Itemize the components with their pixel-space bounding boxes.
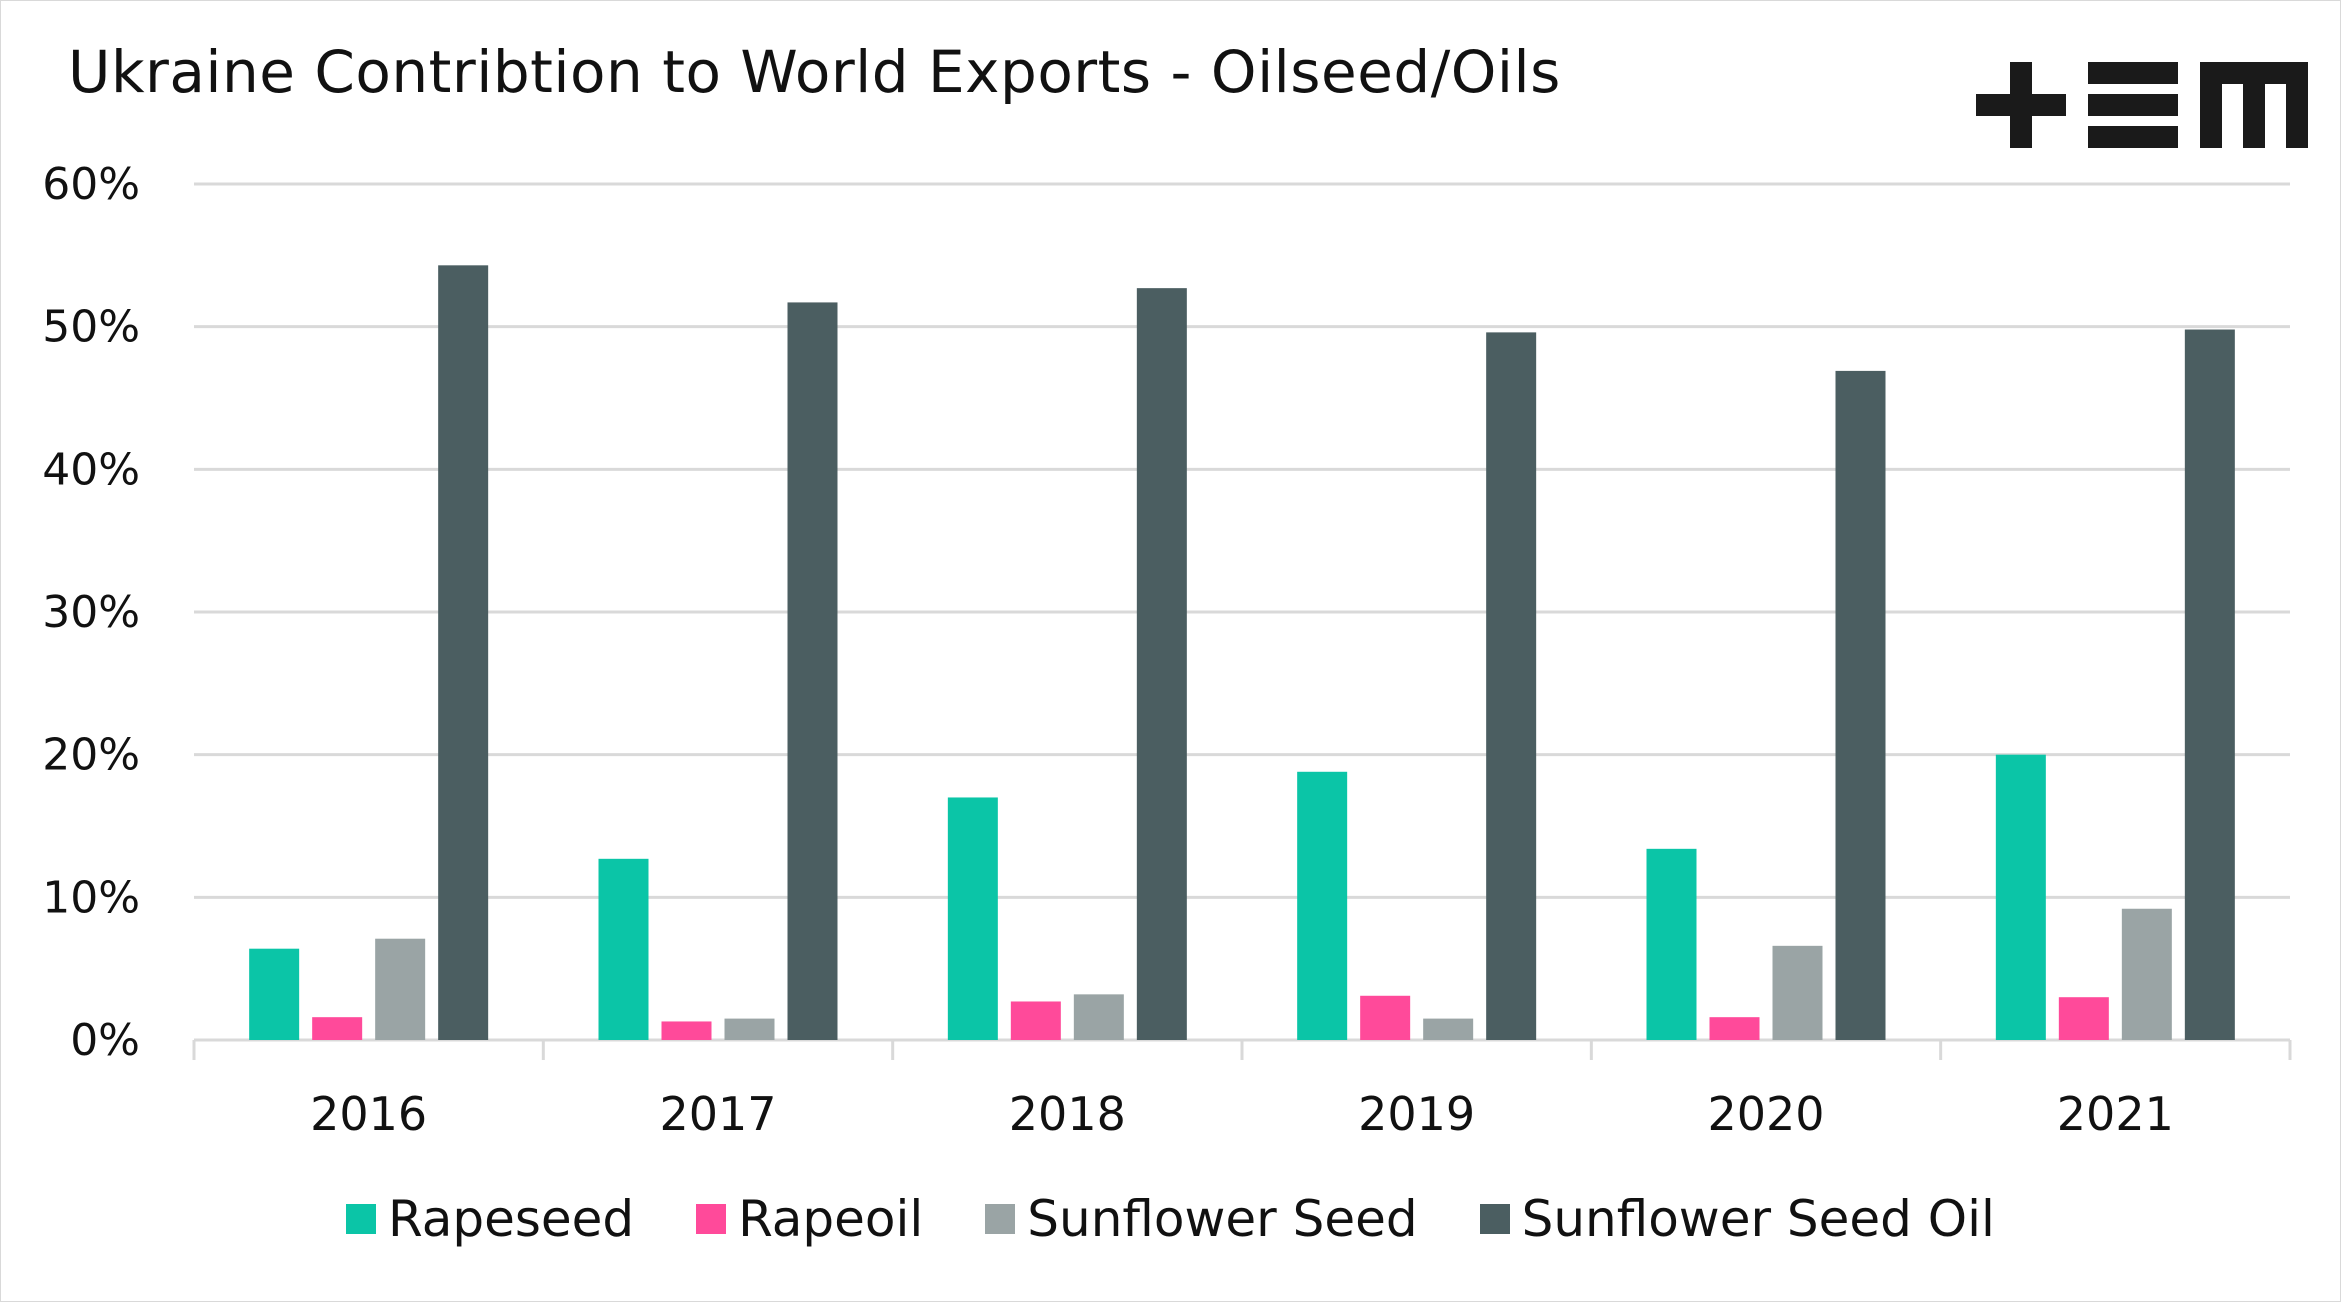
chart-title: Ukraine Contribtion to World Exports - O…: [68, 38, 1561, 106]
bar-rapeoil-2019: [1360, 995, 1411, 1040]
y-tick-label: 30%: [42, 587, 140, 638]
bar-rapeoil-2018: [1010, 1001, 1061, 1040]
legend-swatch: [696, 1204, 727, 1234]
y-tick-label: 40%: [42, 444, 140, 495]
x-tick-label: 2018: [1009, 1087, 1126, 1141]
legend-label: Rapeoil: [738, 1190, 924, 1248]
y-tick-label: 0%: [70, 1015, 140, 1066]
tem-logo-icon: [1976, 62, 2308, 148]
bar-rapeseed-2016: [249, 948, 300, 1040]
x-tick-label: 2019: [1358, 1087, 1475, 1141]
bar-rapeoil-2020: [1709, 1017, 1760, 1040]
legend-label: Sunflower Seed Oil: [1521, 1190, 1995, 1248]
bar-sunflower-seed-oil-2018: [1136, 288, 1187, 1040]
bar-sunflower-seed-2018: [1073, 994, 1124, 1040]
y-tick-label: 20%: [42, 730, 140, 781]
y-tick-label: 50%: [42, 302, 140, 353]
bar-rapeseed-2019: [1297, 771, 1348, 1040]
x-tick-label: 2017: [659, 1087, 776, 1141]
legend-item: Sunflower Seed Oil: [1479, 1190, 1995, 1248]
y-tick-label: 10%: [42, 872, 140, 923]
chart-legend: Rapeseed Rapeoil Sunflower Seed Sunflower S…: [0, 1190, 2341, 1248]
bar-rapeoil-2021: [2058, 997, 2109, 1040]
bar-sunflower-seed-oil-2020: [1835, 370, 1886, 1041]
legend-item: Sunflower Seed: [985, 1190, 1418, 1248]
bar-sunflower-seed-2021: [2121, 908, 2172, 1040]
bar-rapeseed-2021: [1995, 754, 2046, 1040]
x-tick-label: 2020: [1707, 1087, 1824, 1141]
legend-swatch: [346, 1204, 377, 1234]
bar-sunflower-seed-oil-2016: [438, 265, 489, 1040]
legend-swatch: [1479, 1204, 1510, 1234]
y-tick-label: 60%: [42, 159, 140, 210]
bar-sunflower-seed-oil-2017: [787, 302, 838, 1040]
bar-sunflower-seed-2019: [1423, 1018, 1474, 1040]
bar-rapeseed-2018: [947, 797, 998, 1040]
bar-sunflower-seed-2020: [1772, 945, 1823, 1040]
legend-label: Rapeseed: [388, 1190, 635, 1248]
bar-sunflower-seed-oil-2021: [2184, 329, 2235, 1040]
bar-rapeoil-2017: [661, 1021, 712, 1040]
legend-item: Rapeoil: [696, 1190, 923, 1248]
x-tick-label: 2021: [2057, 1087, 2174, 1141]
bar-rapeoil-2016: [312, 1017, 363, 1040]
bar-rapeseed-2020: [1646, 848, 1697, 1040]
bar-rapeseed-2017: [598, 858, 649, 1040]
bar-sunflower-seed-2016: [375, 938, 426, 1040]
legend-swatch: [985, 1204, 1016, 1234]
legend-label: Sunflower Seed: [1027, 1190, 1418, 1248]
bar-sunflower-seed-oil-2019: [1486, 332, 1537, 1041]
legend-item: Rapeseed: [346, 1190, 634, 1248]
bar-sunflower-seed-2017: [724, 1018, 775, 1040]
x-tick-label: 2016: [310, 1087, 427, 1141]
